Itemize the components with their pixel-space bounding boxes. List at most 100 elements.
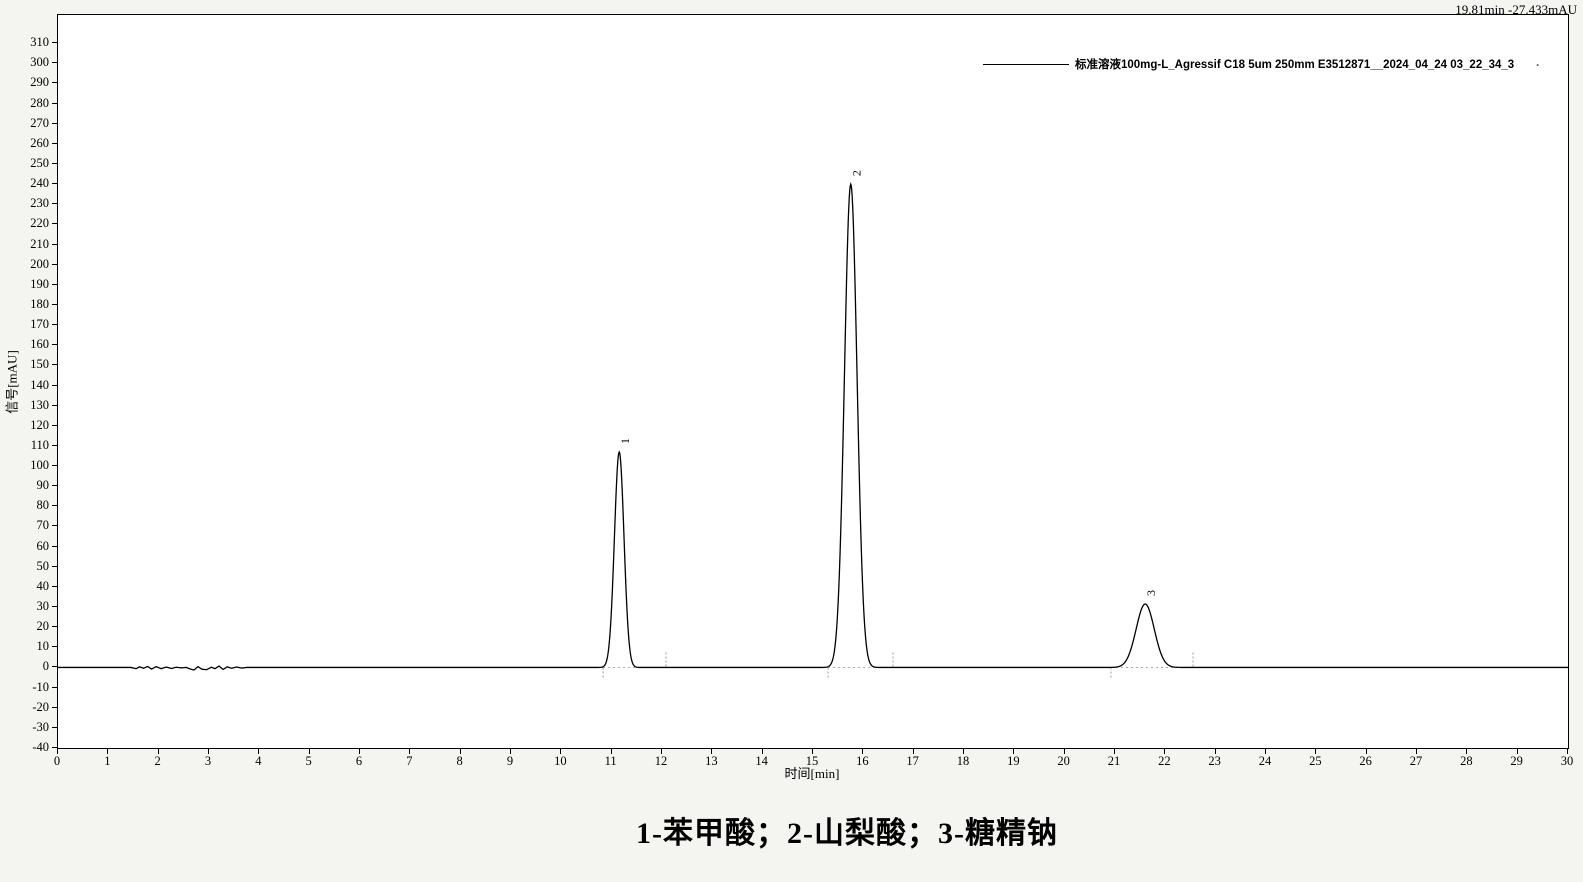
y-tick-label: 280 — [30, 95, 49, 110]
x-tick-mark — [1516, 748, 1518, 754]
y-tick-label: 30 — [36, 599, 50, 614]
y-tick-mark — [52, 666, 57, 668]
x-tick-label: 24 — [1258, 754, 1272, 768]
peak-number-label: 2 — [850, 170, 864, 176]
x-tick-mark — [1164, 748, 1166, 754]
x-tick-mark — [1315, 748, 1317, 754]
y-tick-mark — [52, 384, 57, 386]
y-tick-label: 120 — [30, 417, 49, 432]
x-tick-label: 30 — [1560, 754, 1574, 768]
x-tick-label: 16 — [856, 754, 869, 768]
x-tick-label: 17 — [906, 754, 919, 768]
y-tick-mark — [52, 444, 57, 446]
x-tick-mark — [560, 748, 562, 754]
y-tick-label: 50 — [36, 558, 50, 573]
x-tick-mark — [157, 748, 159, 754]
x-tick-mark — [459, 748, 461, 754]
y-tick-mark — [52, 82, 57, 84]
y-tick-label: 90 — [36, 478, 50, 493]
y-tick-label: -40 — [32, 740, 49, 754]
y-tick-label: 10 — [36, 639, 50, 654]
y-tick-mark — [52, 404, 57, 406]
y-tick-label: 60 — [36, 538, 50, 553]
x-tick-mark — [1416, 748, 1417, 754]
y-tick-mark — [52, 283, 57, 285]
y-tick-label: 260 — [30, 135, 49, 150]
integration-markers — [602, 652, 1194, 680]
x-tick-mark — [409, 748, 411, 754]
x-tick-mark — [812, 748, 813, 754]
y-tick-mark — [52, 485, 57, 487]
x-tick-label: 13 — [705, 754, 718, 768]
x-tick-mark — [1567, 748, 1568, 754]
y-tick-label: 220 — [30, 216, 49, 231]
y-tick-label: 110 — [30, 437, 49, 452]
y-tick-mark — [52, 747, 57, 748]
y-tick-label: 130 — [30, 397, 49, 412]
y-tick-label: 190 — [30, 276, 49, 291]
x-tick-label: 3 — [204, 754, 212, 768]
y-tick-mark — [52, 505, 57, 507]
y-tick-mark — [52, 525, 57, 527]
y-tick-label: 310 — [30, 35, 49, 50]
y-tick-mark — [52, 203, 57, 205]
y-tick-mark — [52, 303, 57, 305]
x-tick-label: 0 — [53, 754, 61, 768]
y-tick-label: 240 — [30, 176, 49, 191]
chromatogram-trace: 1 2 3 — [58, 170, 1568, 680]
x-tick-mark — [359, 748, 360, 754]
y-tick-mark — [52, 565, 57, 567]
x-tick-label: 26 — [1359, 754, 1372, 768]
legend-line-sample — [983, 63, 1069, 65]
y-tick-mark — [52, 626, 57, 628]
x-tick-label: 27 — [1409, 754, 1423, 768]
x-tick-label: 14 — [755, 754, 768, 768]
x-tick-label: 11 — [604, 754, 617, 768]
y-tick-label: 290 — [30, 75, 49, 90]
x-tick-label: 15 — [805, 754, 819, 768]
legend-trailing-mark: . — [1536, 55, 1540, 69]
x-tick-label: 2 — [154, 754, 161, 768]
peak-number-label: 1 — [618, 438, 632, 444]
y-tick-mark — [52, 424, 57, 426]
y-tick-mark — [52, 344, 57, 346]
y-tick-label: 70 — [36, 518, 50, 533]
y-tick-label: 170 — [30, 317, 49, 332]
y-tick-mark — [52, 606, 57, 608]
y-tick-mark — [52, 183, 57, 185]
x-tick-mark — [912, 748, 914, 754]
signal-trace — [58, 182, 1568, 671]
y-tick-mark — [52, 243, 57, 245]
y-tick-label: -10 — [32, 679, 49, 694]
x-tick-label: 21 — [1107, 754, 1121, 768]
y-tick-mark — [52, 585, 57, 587]
x-tick-label: 20 — [1057, 754, 1070, 768]
x-tick-label: 6 — [355, 754, 363, 768]
y-tick-label: 150 — [30, 357, 49, 372]
x-tick-label: 10 — [554, 754, 567, 768]
x-tick-label: 29 — [1510, 754, 1523, 768]
y-tick-label: 0 — [42, 659, 49, 674]
x-tick-mark — [862, 748, 864, 754]
y-tick-label: 20 — [36, 619, 50, 634]
y-tick-label: 270 — [30, 115, 49, 130]
x-tick-mark — [1013, 748, 1015, 754]
x-tick-mark — [510, 748, 511, 754]
x-tick-mark — [610, 748, 612, 754]
plot-area[interactable]: 1 2 3 标准溶液100mg-L_Agressif C18 5um 250mm E… — [57, 14, 1569, 749]
x-tick-mark — [107, 748, 109, 754]
y-tick-mark — [52, 324, 57, 326]
x-tick-mark — [308, 748, 310, 754]
y-tick-mark — [52, 364, 57, 366]
x-tick-label: 18 — [956, 754, 970, 768]
x-tick-mark — [1114, 748, 1115, 754]
x-tick-mark — [1466, 748, 1468, 754]
x-tick-label: 7 — [406, 754, 413, 768]
y-tick-mark — [52, 646, 57, 648]
x-tick-label: 1 — [104, 754, 111, 768]
y-tick-mark — [52, 706, 57, 708]
y-tick-label: -20 — [32, 699, 49, 714]
x-tick-label: 22 — [1158, 754, 1171, 768]
y-tick-label: 80 — [36, 498, 50, 513]
y-tick-label: 230 — [30, 196, 49, 211]
